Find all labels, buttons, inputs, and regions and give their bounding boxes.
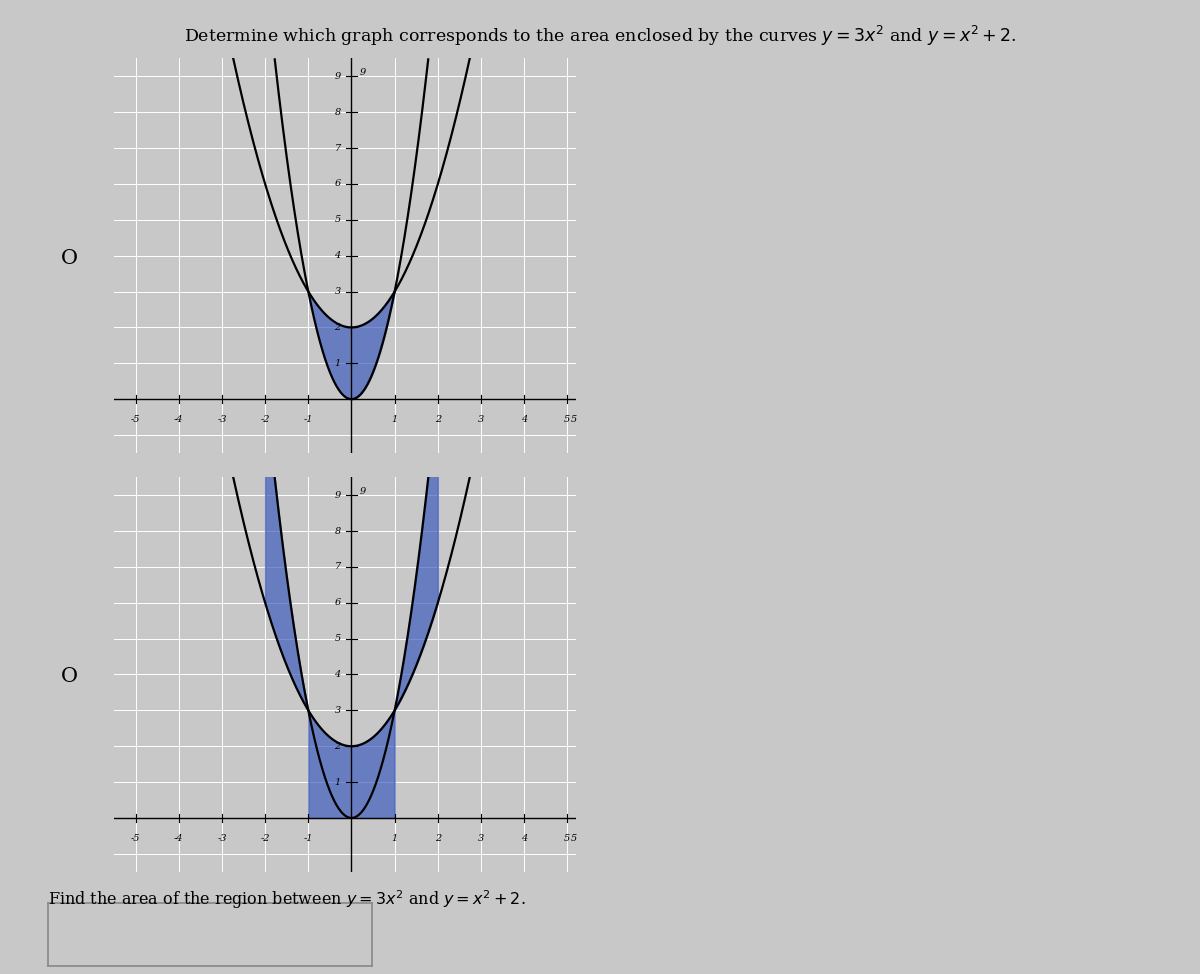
Text: 4: 4 — [521, 415, 527, 425]
Text: 3: 3 — [335, 706, 341, 715]
Text: 5: 5 — [571, 415, 577, 425]
Text: -2: -2 — [260, 834, 270, 843]
Text: 3: 3 — [478, 415, 484, 425]
Text: 5: 5 — [564, 415, 570, 425]
Text: 1: 1 — [391, 415, 397, 425]
Text: -3: -3 — [217, 834, 227, 843]
Text: O: O — [61, 248, 78, 268]
Text: 4: 4 — [335, 251, 341, 260]
Text: 6: 6 — [335, 179, 341, 188]
Text: -2: -2 — [260, 415, 270, 425]
Text: 2: 2 — [335, 323, 341, 332]
Text: 2: 2 — [434, 834, 440, 843]
Text: 5: 5 — [335, 634, 341, 643]
Text: 1: 1 — [391, 834, 397, 843]
Text: -4: -4 — [174, 834, 184, 843]
Text: 2: 2 — [434, 415, 440, 425]
Text: -1: -1 — [304, 415, 313, 425]
Text: 9: 9 — [335, 491, 341, 500]
Text: 4: 4 — [521, 834, 527, 843]
Text: -1: -1 — [304, 834, 313, 843]
Text: 1: 1 — [335, 358, 341, 368]
Text: 7: 7 — [335, 562, 341, 572]
Text: 7: 7 — [335, 143, 341, 153]
Text: 5: 5 — [571, 834, 577, 843]
Text: 9: 9 — [359, 487, 366, 496]
Text: -3: -3 — [217, 415, 227, 425]
Text: 3: 3 — [335, 287, 341, 296]
Text: 9: 9 — [359, 68, 366, 77]
Text: 5: 5 — [335, 215, 341, 224]
Text: Determine which graph corresponds to the area enclosed by the curves $y = 3x^2$ : Determine which graph corresponds to the… — [184, 24, 1016, 49]
Text: 3: 3 — [478, 834, 484, 843]
Text: 8: 8 — [335, 527, 341, 536]
Text: 2: 2 — [335, 742, 341, 751]
Text: 4: 4 — [335, 670, 341, 679]
Text: 9: 9 — [335, 72, 341, 81]
Text: -4: -4 — [174, 415, 184, 425]
Text: 1: 1 — [335, 777, 341, 787]
Text: -5: -5 — [131, 834, 140, 843]
Text: -5: -5 — [131, 415, 140, 425]
Text: 6: 6 — [335, 598, 341, 607]
Text: 8: 8 — [335, 108, 341, 117]
Text: O: O — [61, 667, 78, 687]
Text: Find the area of the region between $y = 3x^2$ and $y = x^2 + 2$.: Find the area of the region between $y =… — [48, 888, 526, 911]
Text: 5: 5 — [564, 834, 570, 843]
